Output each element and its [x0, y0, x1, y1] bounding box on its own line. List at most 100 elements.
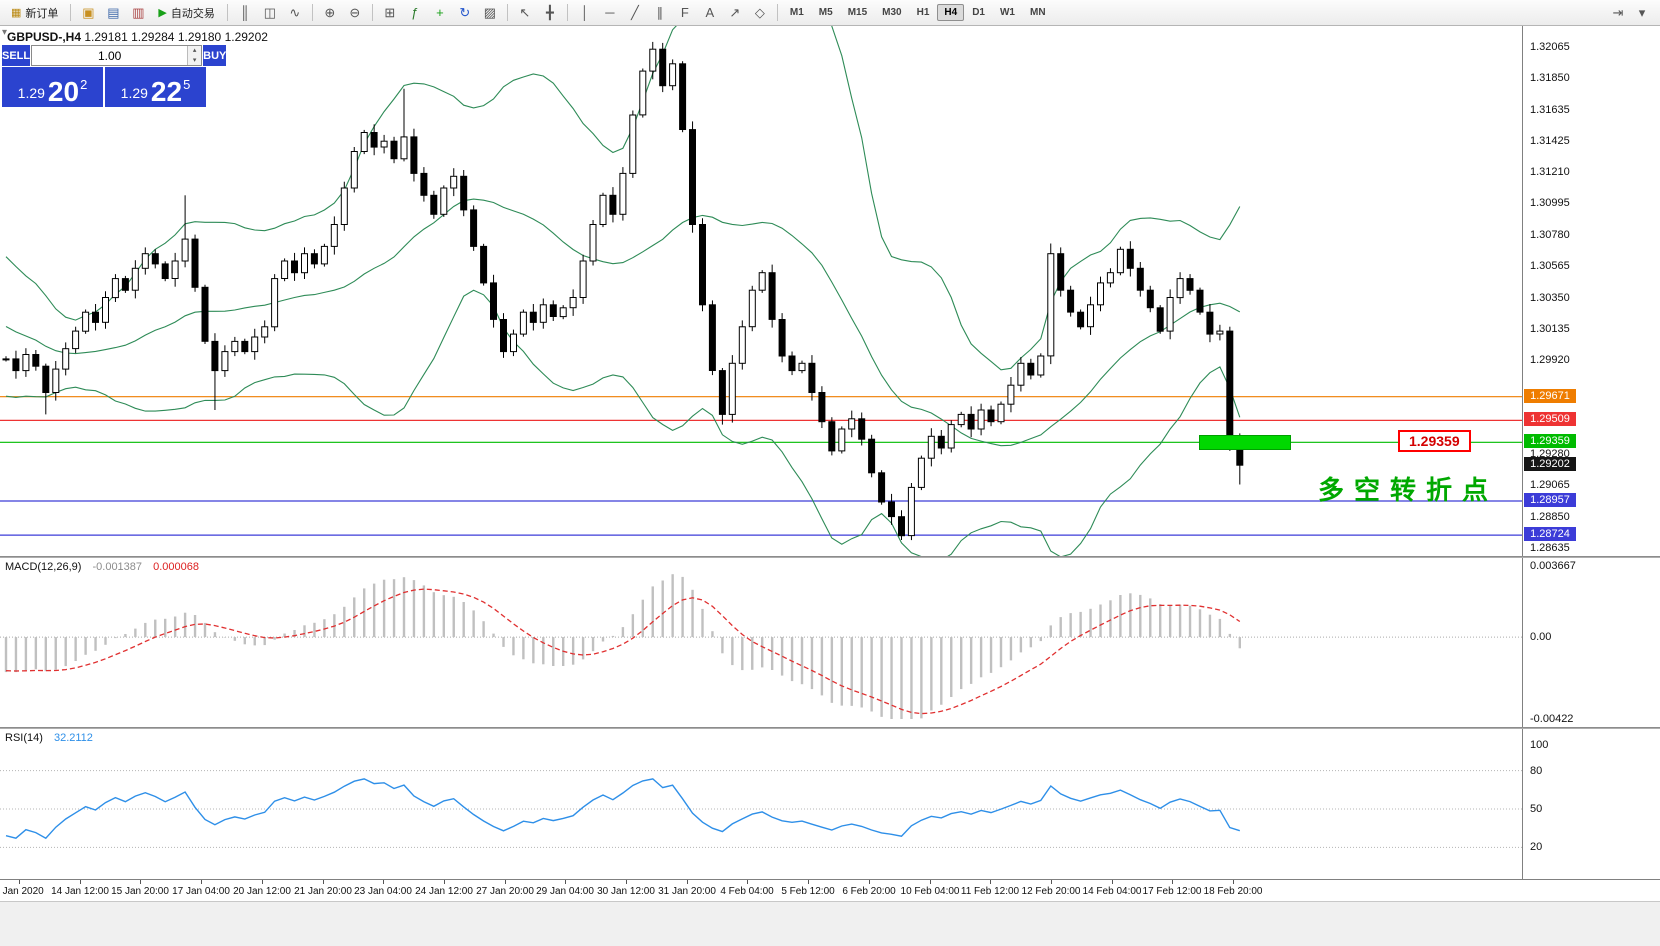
price-axis[interactable]: 1.32065 1.31850 1.31635 1.31425 1.31210 1.309…	[1522, 26, 1660, 556]
rsi-axis-label: 100	[1530, 739, 1549, 751]
text-icon[interactable]: A	[705, 5, 715, 20]
time-axis-label: 23 Jan 04:00	[354, 886, 412, 897]
time-tick	[140, 880, 141, 884]
time-tick	[19, 880, 20, 884]
autotrading-button[interactable]: ▶ 自动交易	[151, 2, 221, 24]
sell-button[interactable]: SELL	[2, 45, 31, 66]
macd-axis-label: -0.00422	[1530, 713, 1574, 725]
trendline-icon[interactable]: ╱	[630, 4, 639, 20]
rsi-name: RSI(14)	[5, 732, 43, 744]
toolbar-separator	[506, 4, 508, 21]
timeframe-h1[interactable]: H1	[916, 7, 930, 18]
time-tick	[444, 880, 445, 884]
buy-button[interactable]: BUY	[203, 45, 227, 66]
buy-price-button[interactable]: 1.29 22 5	[105, 67, 206, 107]
volume-down-icon[interactable]: ▾	[188, 55, 202, 65]
price-axis-label: 1.28635	[1530, 542, 1570, 554]
highlight-rectangle-object[interactable]	[1199, 435, 1291, 450]
new-chart-icon[interactable]: +	[436, 5, 444, 20]
tile-windows-icon[interactable]: ⊞	[384, 4, 396, 20]
macd-pane-separator[interactable]	[0, 556, 1660, 558]
refresh-icon[interactable]: ↻	[459, 4, 471, 20]
rsi-pane-separator[interactable]	[0, 727, 1660, 729]
time-tick	[990, 880, 991, 884]
time-tick	[808, 880, 809, 884]
timeframe-m1[interactable]: M1	[789, 7, 804, 18]
price-axis-label: 1.29920	[1530, 354, 1570, 366]
menu-dropdown-icon[interactable]: ▾	[1638, 5, 1646, 20]
price-level-label-object[interactable]: 1.29359	[1398, 430, 1471, 452]
horizontal-line-icon[interactable]: ─	[605, 5, 615, 20]
autotrading-button-label: 自动交易	[170, 7, 215, 20]
timeframe-m5[interactable]: M5	[818, 7, 833, 18]
charts-window-icon[interactable]: ▣	[82, 4, 95, 20]
toolbar-separator	[226, 4, 228, 21]
macd-label: MACD(12,26,9) -0.001387 0.000068	[5, 561, 199, 573]
macd-axis-label: 0.003667	[1530, 560, 1576, 572]
timeframe-w1[interactable]: W1	[999, 7, 1015, 18]
time-tick	[80, 880, 81, 884]
timeframe-mn[interactable]: MN	[1029, 7, 1046, 18]
crosshair-icon[interactable]: ╋	[545, 4, 554, 20]
main-chart-plot[interactable]	[0, 26, 1522, 556]
toolbar-separator	[371, 4, 373, 21]
zoom-in-icon[interactable]: ⊕	[324, 4, 336, 20]
price-axis-label: 1.31850	[1530, 72, 1570, 84]
volume-input[interactable]	[32, 46, 188, 65]
volume-stepper[interactable]: ▴ ▾	[187, 46, 202, 65]
channel-icon[interactable]: ∥	[656, 4, 664, 20]
time-tick	[1051, 880, 1052, 884]
time-axis-label: 14 Feb 04:00	[1082, 886, 1142, 897]
navigator-icon[interactable]: ▥	[132, 4, 145, 20]
time-axis-label: 4 Feb 04:00	[720, 886, 774, 897]
price-badge: 1.29359	[1524, 434, 1576, 448]
rsi-indicator-pane[interactable]	[0, 729, 1522, 879]
indicators-icon[interactable]: ƒ	[411, 5, 419, 20]
time-axis-label: 27 Jan 20:00	[476, 886, 534, 897]
macd-indicator-pane[interactable]	[0, 558, 1522, 727]
new-order-button[interactable]: ▦ 新订单	[4, 2, 65, 24]
line-chart-icon[interactable]: ∿	[289, 4, 301, 20]
time-axis-label: 31 Jan 20:00	[658, 886, 716, 897]
symbol-period-label: GBPUSD-,H4	[7, 30, 82, 44]
chinese-annotation-text[interactable]: 多空转折点	[1318, 475, 1499, 505]
price-axis-label: 1.29065	[1530, 479, 1570, 491]
candlestick-chart-icon[interactable]: ◫	[263, 4, 277, 20]
buy-price-main: 1.29	[120, 85, 148, 102]
price-axis-label: 1.30565	[1530, 260, 1570, 272]
price-axis-label: 1.30780	[1530, 229, 1570, 241]
macd-axis[interactable]: 0.003667 0.00 -0.00422	[1522, 558, 1660, 727]
time-axis-label: 20 Jan 12:00	[233, 886, 291, 897]
vertical-line-icon[interactable]: │	[580, 5, 589, 20]
timeframe-m15[interactable]: M15	[847, 7, 868, 18]
timeframe-h4[interactable]: H4	[937, 4, 965, 21]
volume-up-icon[interactable]: ▴	[188, 46, 202, 56]
rsi-label: RSI(14) 32.2112	[5, 732, 93, 744]
zoom-out-icon[interactable]: ⊖	[349, 4, 361, 20]
time-tick	[626, 880, 627, 884]
chart-shift-icon[interactable]: ⇥	[1612, 5, 1624, 20]
sell-price-button[interactable]: 1.29 20 2	[2, 67, 103, 107]
cursor-icon[interactable]: ↖	[519, 4, 531, 20]
time-tick	[201, 880, 202, 884]
macd-main-value: -0.001387	[92, 561, 143, 573]
rsi-axis[interactable]: 100 80 50 20	[1522, 729, 1660, 879]
arrow-icon[interactable]: ↗	[729, 4, 741, 20]
time-axis-label: 17 Jan 04:00	[172, 886, 230, 897]
time-axis-label: 6 Feb 20:00	[842, 886, 896, 897]
fibonacci-icon[interactable]: F	[680, 5, 689, 20]
time-tick	[262, 880, 263, 884]
price-axis-label: 1.30995	[1530, 197, 1570, 209]
timeframe-m30[interactable]: M30	[882, 7, 902, 18]
close-value: 1.29202	[224, 30, 268, 44]
price-badge: 1.29202	[1524, 457, 1576, 471]
shapes-icon[interactable]: ◇	[754, 4, 765, 20]
market-watch-icon[interactable]: ▤	[107, 4, 120, 20]
one-click-collapse-icon[interactable]: ▾	[2, 27, 8, 38]
time-axis-label: 24 Jan 12:00	[415, 886, 473, 897]
rsi-value: 32.2112	[53, 732, 93, 744]
templates-icon[interactable]: ▨	[483, 4, 497, 20]
timeframe-d1[interactable]: D1	[972, 7, 985, 18]
bar-chart-icon[interactable]: ║	[240, 5, 250, 20]
